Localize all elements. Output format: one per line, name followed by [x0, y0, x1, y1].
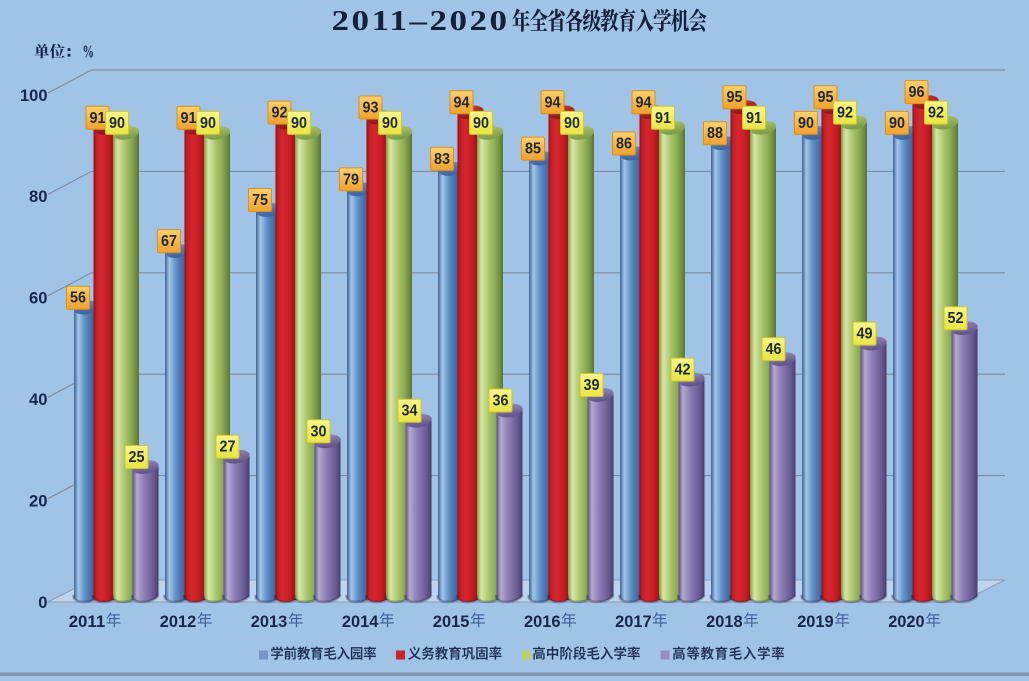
svg-text:2017: 2017 [615, 612, 652, 631]
svg-text:%: % [83, 42, 95, 62]
svg-text:93: 93 [363, 100, 379, 117]
svg-text:96: 96 [909, 84, 925, 101]
svg-text:100: 100 [20, 86, 48, 105]
svg-text:90: 90 [382, 115, 398, 132]
svg-text:90: 90 [473, 115, 489, 132]
svg-text:86: 86 [616, 136, 632, 153]
svg-text:92: 92 [928, 105, 944, 122]
svg-text:2011: 2011 [69, 612, 106, 631]
svg-text:88: 88 [707, 125, 723, 142]
svg-text:52: 52 [948, 310, 964, 327]
svg-text:34: 34 [402, 403, 418, 420]
svg-text:56: 56 [70, 290, 86, 307]
svg-text:90: 90 [109, 115, 125, 132]
svg-text:46: 46 [766, 341, 782, 358]
svg-text:91: 91 [181, 110, 197, 127]
svg-text:90: 90 [291, 115, 307, 132]
svg-text:2020: 2020 [888, 612, 925, 631]
svg-text:90: 90 [200, 115, 216, 132]
svg-text:2018: 2018 [706, 612, 743, 631]
svg-text:39: 39 [584, 377, 600, 394]
svg-text:67: 67 [161, 233, 177, 250]
svg-text:20: 20 [29, 491, 48, 510]
svg-text:91: 91 [655, 110, 671, 127]
svg-text:2014: 2014 [342, 612, 379, 631]
svg-text:85: 85 [525, 141, 541, 158]
svg-text:95: 95 [818, 89, 834, 106]
svg-text:42: 42 [675, 362, 691, 379]
svg-text:94: 94 [454, 94, 470, 111]
svg-text:90: 90 [889, 115, 905, 132]
svg-text:49: 49 [857, 326, 873, 343]
svg-text:2019: 2019 [797, 612, 834, 631]
svg-text:40: 40 [29, 390, 48, 409]
svg-text:91: 91 [746, 110, 762, 127]
svg-text:2015: 2015 [433, 612, 470, 631]
svg-text:0: 0 [38, 593, 47, 612]
svg-text:2011–2020: 2011–2020 [332, 6, 510, 37]
svg-text:2016: 2016 [524, 612, 561, 631]
svg-text:27: 27 [220, 439, 236, 456]
svg-text:80: 80 [29, 187, 48, 206]
svg-text:2012: 2012 [160, 612, 197, 631]
svg-text:94: 94 [636, 94, 652, 111]
svg-text:79: 79 [343, 171, 359, 188]
svg-text:95: 95 [727, 89, 743, 106]
svg-text:92: 92 [272, 105, 288, 122]
svg-text:83: 83 [434, 151, 450, 168]
svg-text:2013: 2013 [251, 612, 287, 631]
svg-text:91: 91 [90, 110, 106, 127]
svg-text:75: 75 [252, 192, 268, 209]
svg-text:90: 90 [798, 115, 814, 132]
svg-text:60: 60 [29, 289, 48, 308]
svg-text:94: 94 [545, 94, 561, 111]
svg-text:30: 30 [311, 423, 327, 440]
svg-text:25: 25 [129, 449, 145, 466]
svg-text:92: 92 [837, 105, 853, 122]
svg-text:36: 36 [493, 393, 509, 410]
svg-text:90: 90 [564, 115, 580, 132]
